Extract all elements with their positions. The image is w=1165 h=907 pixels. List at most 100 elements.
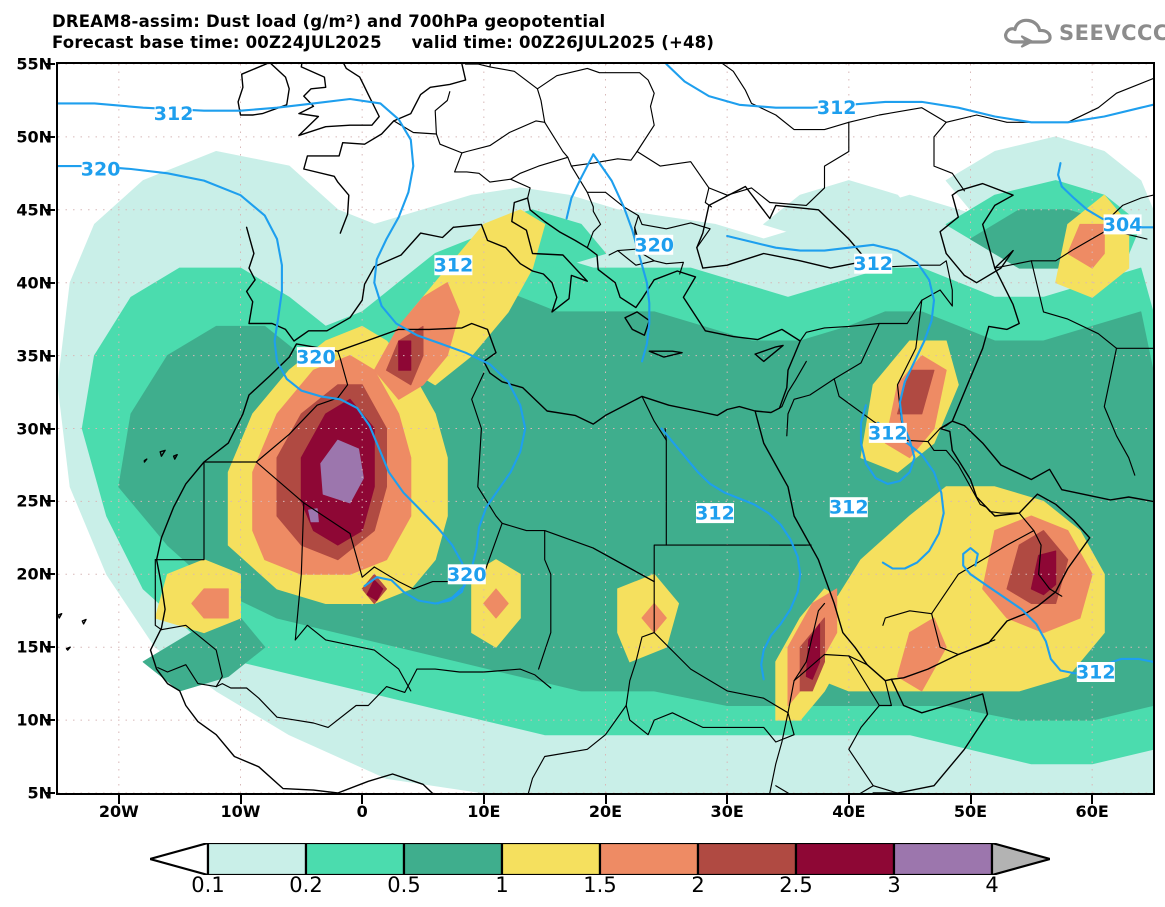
country-border-path (393, 120, 531, 199)
country-border-path (931, 613, 996, 656)
coastline-path (149, 322, 795, 793)
lon-tick-mark (117, 795, 120, 804)
contour-label-background (447, 564, 486, 585)
lon-tick-label: 0 (356, 802, 368, 821)
lat-tick-mark (46, 646, 55, 649)
country-border-path (939, 420, 953, 430)
seevccc-logo: SEEVCCC (1001, 16, 1165, 50)
lat-tick-mark (46, 719, 55, 722)
map-canvas[interactable]: 312 320 320 312 320 312 312 304 320 312 312 312 312 (56, 62, 1155, 795)
country-border-path (349, 532, 375, 578)
country-border-path (536, 67, 655, 158)
lon-tick-label: 60E (1075, 802, 1109, 821)
contour-label-background (829, 497, 868, 518)
coastline-path (172, 454, 178, 460)
contour-label-background (868, 422, 907, 443)
logo-text: SEEVCCC (1059, 20, 1165, 45)
country-border-path (653, 602, 826, 714)
dust-band-2.5 (805, 623, 821, 680)
colorbar-extend-low (150, 843, 210, 875)
lon-tick-mark (361, 795, 364, 804)
country-border-path (722, 64, 850, 206)
lat-tick-label: 10N (16, 710, 52, 730)
lon-tick-mark (604, 795, 607, 804)
lat-tick-mark (46, 63, 55, 65)
lon-tick-mark (969, 795, 972, 804)
colorbar-segment (598, 843, 700, 875)
coastline-path (81, 618, 87, 625)
lat-tick-mark (46, 500, 55, 503)
colorbar-segment (696, 843, 798, 875)
dust-load-contours (58, 136, 1153, 793)
colorbar: 0.1 0.2 0.5 1 1.5 2 2.5 3 4 (150, 843, 1050, 905)
colorbar-segment (206, 843, 308, 875)
lat-tick-mark (46, 135, 55, 138)
country-border-path (471, 372, 503, 524)
coastline-path (939, 194, 1014, 284)
contour-label: 312 (829, 497, 869, 519)
dust-band-1.5 (483, 588, 509, 619)
dust-band-2.5 (366, 579, 384, 601)
contour-label-background (854, 253, 893, 274)
lat-tick-label: 45N (16, 200, 52, 220)
lon-tick-mark (482, 795, 485, 804)
country-border-path (154, 461, 257, 561)
dust-band-2.5 (398, 340, 412, 371)
contour-label-background (1076, 662, 1115, 682)
coastline-path (237, 64, 290, 116)
colorbar-tick-label: 1.5 (583, 873, 617, 897)
coastline-path (58, 613, 63, 619)
geopotential-contour-line (726, 234, 936, 485)
colorbar-tick-label: 0.2 (289, 873, 323, 897)
lat-tick-label: 20N (16, 564, 52, 584)
contour-label-background (817, 97, 856, 118)
contour-label-background (434, 255, 473, 276)
lat-tick-mark (46, 354, 55, 357)
geopotential-contour-line (565, 153, 595, 220)
geopotential-contours (58, 64, 1153, 681)
geopotential-contour-line (436, 547, 478, 605)
colorbar-tick-label: 3 (887, 873, 901, 897)
country-border-path (617, 250, 655, 266)
lat-tick-mark (46, 573, 55, 576)
lon-tick-mark (847, 795, 850, 804)
colorbar-segment (304, 843, 406, 875)
dust-band-2.5 (1030, 550, 1057, 596)
geopotential-contour-line (592, 153, 651, 363)
country-border-path (154, 559, 162, 631)
country-border-path (641, 395, 667, 441)
contour-label: 320 (81, 159, 121, 181)
colorbar-tick-label: 0.5 (387, 873, 421, 897)
contour-label: 312 (868, 422, 908, 444)
lon-tick-label: 10E (467, 802, 501, 821)
geopotential-contour-line (969, 573, 1153, 675)
country-border-path (848, 655, 892, 707)
lat-tick-label: 55N (16, 54, 52, 74)
forecast-time-subtitle: Forecast base time: 00Z24JUL2025 valid t… (52, 33, 715, 52)
country-border-path (160, 624, 223, 688)
country-border-path (1030, 260, 1153, 349)
lat-tick-mark (46, 792, 55, 794)
lon-tick-mark (239, 795, 242, 804)
coastline-path (452, 197, 588, 313)
contour-labels: 312 320 320 312 320 312 312 304 320 312 312 312 312 (81, 97, 1143, 683)
contour-label: 304 (1103, 214, 1143, 236)
dust-band-3 (320, 439, 364, 504)
lon-tick-mark (1091, 795, 1094, 804)
coastline-path (303, 64, 467, 234)
contour-label: 320 (296, 347, 336, 369)
coastline-path (143, 458, 148, 463)
dust-band-2 (897, 369, 935, 415)
country-border-path (799, 322, 880, 342)
coastline-path (754, 410, 1153, 682)
contour-label: 312 (434, 255, 474, 277)
geopotential-contour-line (962, 547, 979, 576)
lat-tick-mark (46, 281, 55, 284)
country-border-path (848, 704, 899, 793)
contour-label-background (81, 159, 120, 179)
coastline-path (872, 678, 989, 793)
colorbar-segment (892, 843, 994, 875)
contour-label: 312 (695, 503, 735, 525)
coastline-path (65, 646, 71, 651)
geopotential-contour-line (876, 421, 945, 570)
